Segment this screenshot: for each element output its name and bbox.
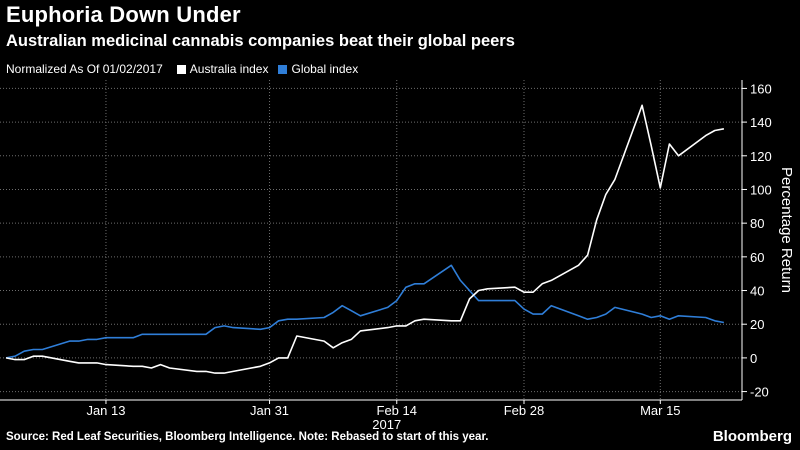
y-tick-label-0: 0 [750,351,757,366]
bloomberg-logo: Bloomberg [712,428,792,445]
x-tick-label-2: Feb 14 [377,403,417,418]
y-tick-label-80: 80 [750,216,764,231]
y-tick-label--20: -20 [750,385,769,400]
x-tick-label-3: Feb 28 [504,403,544,418]
y-axis-title: Percentage Return [778,167,795,293]
x-tick-label-4: Mar 15 [640,403,680,418]
y-tick-label-120: 120 [750,149,772,164]
source-note: Source: Red Leaf Securities, Bloomberg I… [6,431,489,443]
y-tick-label-40: 40 [750,284,764,299]
legend-normalization-note: Normalized As Of 01/02/2017 [6,62,163,76]
legend-swatch-global [278,64,288,74]
legend-swatch-australia [176,64,186,74]
legend: Normalized As Of 01/02/2017 Australia in… [6,62,368,76]
series-line-global [5,264,725,359]
y-tick-label-140: 140 [750,115,772,130]
legend-item-australia: Australia index [176,62,269,76]
y-tick-label-100: 100 [750,182,772,197]
chart-title: Euphoria Down Under [6,2,241,27]
x-tick-label-1: Jan 31 [250,403,289,418]
x-tick-label-0: Jan 13 [86,403,125,418]
series-line-australia [5,104,725,374]
y-tick-label-160: 160 [750,81,772,96]
x-year-label: 2017 [372,417,401,432]
legend-label-australia: Australia index [189,62,269,76]
legend-label-global: Global index [291,62,359,76]
legend-item-global: Global index [278,62,358,76]
y-tick-label-20: 20 [750,317,764,332]
y-tick-label-60: 60 [750,250,764,265]
chart-subtitle: Australian medicinal cannabis companies … [6,32,515,50]
